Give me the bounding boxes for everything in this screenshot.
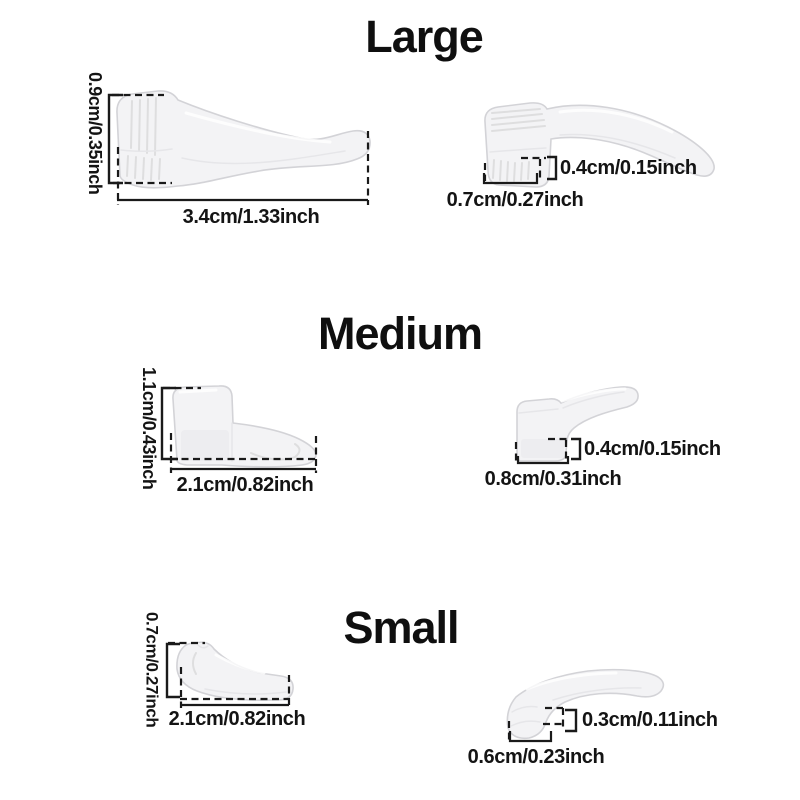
large-bottom-dimension-lines — [482, 155, 558, 185]
grip-teeth — [492, 159, 530, 182]
small-bottom-dimension-lines — [507, 706, 578, 743]
block-highlight — [178, 388, 218, 394]
large-hook-side-photo — [116, 90, 371, 189]
medium-side-height-label: 1.1cm/0.43inch — [138, 367, 159, 490]
width-line — [508, 731, 553, 743]
large-side-dimension-lines — [107, 93, 370, 205]
small-bottom-width-label: 0.6cm/0.23inch — [467, 746, 605, 768]
head-facet-lines — [510, 705, 541, 727]
large-side-height-label: 0.9cm/0.35inch — [84, 72, 105, 195]
tail-inner-contour — [562, 391, 625, 409]
medium-bottom-width-label: 0.8cm/0.31inch — [484, 468, 622, 490]
base-pad — [181, 430, 229, 461]
hook-slot — [250, 443, 301, 461]
hook-body — [506, 668, 665, 740]
head-inner-arc — [192, 652, 197, 675]
tail-highlight — [560, 387, 627, 403]
small-side-width-label: 2.1cm/0.82inch — [168, 708, 306, 730]
arm-highlight — [214, 653, 266, 675]
height-bracket — [565, 708, 578, 733]
medium-side-width-label: 2.1cm/0.82inch — [176, 474, 314, 496]
medium-hook-bottom-photo — [516, 386, 639, 462]
body-inner-contour — [552, 687, 642, 701]
arm-inner-contour — [204, 688, 287, 695]
large-hook-bottom-photo — [484, 102, 715, 188]
medium-side-dimension-lines — [160, 386, 318, 473]
medium-bottom-dimension-lines — [514, 437, 582, 465]
small-bottom-height-label: 0.3cm/0.11inch — [582, 709, 718, 731]
medium-bottom-height-label: 0.4cm/0.15inch — [584, 438, 721, 460]
section-title-small: Small — [343, 602, 459, 653]
small-hook-side-photo — [176, 641, 294, 702]
tail-inner-contour — [181, 150, 346, 165]
section-title-large: Large — [365, 11, 484, 62]
grip-teeth — [126, 155, 161, 181]
section-title-medium: Medium — [317, 308, 483, 359]
height-bracket — [571, 437, 582, 461]
head-separator-line — [120, 148, 173, 153]
block-edge-line — [518, 408, 559, 414]
medium-hook-side-photo — [172, 385, 317, 468]
head-cleft — [197, 644, 209, 649]
small-hook-bottom-photo — [506, 668, 665, 740]
head-separator-line — [489, 147, 547, 153]
large-bottom-width-label: 0.7cm/0.27inch — [446, 189, 584, 211]
hook-body — [116, 90, 371, 189]
grip-ridges — [130, 97, 157, 156]
tail-highlight — [558, 108, 674, 134]
small-side-dimension-lines — [165, 641, 291, 708]
tail-highlight — [184, 111, 332, 144]
small-side-height-label: 0.7cm/0.27inch — [142, 612, 162, 728]
tail-inner-contour — [559, 133, 676, 159]
width-line — [516, 456, 570, 465]
width-line — [482, 173, 539, 185]
base-pad — [521, 439, 564, 458]
large-bottom-height-label: 0.4cm/0.15inch — [560, 157, 697, 179]
large-side-width-label: 3.4cm/1.33inch — [182, 206, 320, 228]
body-highlight — [525, 671, 618, 691]
height-bracket — [547, 155, 558, 181]
grip-ridges — [491, 108, 546, 132]
